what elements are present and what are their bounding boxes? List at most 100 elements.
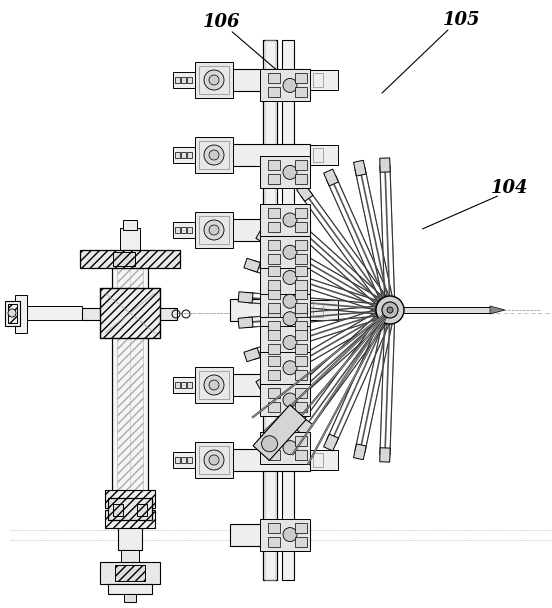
- Bar: [390, 307, 490, 313]
- Bar: [260, 326, 310, 359]
- Text: 106: 106: [203, 13, 241, 31]
- Bar: [199, 141, 229, 169]
- Bar: [268, 289, 280, 299]
- Bar: [268, 254, 280, 264]
- Circle shape: [387, 307, 393, 313]
- Bar: [268, 174, 280, 184]
- Bar: [295, 345, 307, 354]
- Text: 105: 105: [443, 11, 481, 29]
- Bar: [20, 306, 82, 320]
- Bar: [268, 266, 280, 275]
- Bar: [295, 174, 307, 184]
- Bar: [268, 74, 280, 83]
- Circle shape: [283, 528, 297, 542]
- Bar: [268, 88, 280, 97]
- Bar: [199, 371, 229, 399]
- Bar: [268, 280, 280, 289]
- Circle shape: [283, 78, 297, 92]
- Bar: [108, 584, 152, 594]
- Bar: [195, 62, 233, 98]
- Bar: [80, 250, 180, 268]
- Bar: [173, 147, 195, 163]
- Bar: [268, 161, 280, 170]
- Bar: [268, 402, 280, 412]
- Bar: [295, 402, 307, 412]
- Bar: [15, 295, 27, 333]
- Bar: [295, 254, 307, 264]
- Bar: [295, 450, 307, 460]
- Polygon shape: [353, 161, 366, 176]
- Bar: [195, 137, 233, 173]
- Bar: [263, 40, 277, 580]
- Bar: [260, 204, 310, 236]
- Circle shape: [209, 225, 219, 235]
- Bar: [173, 222, 195, 238]
- Bar: [268, 321, 280, 331]
- Bar: [268, 523, 280, 533]
- Bar: [175, 457, 180, 463]
- Bar: [195, 442, 233, 478]
- Bar: [105, 510, 155, 528]
- Bar: [268, 450, 280, 460]
- Bar: [230, 524, 310, 546]
- Bar: [181, 457, 186, 463]
- Bar: [268, 331, 280, 340]
- Circle shape: [283, 294, 297, 308]
- Polygon shape: [274, 204, 291, 221]
- Bar: [123, 220, 137, 230]
- Bar: [181, 382, 186, 388]
- Bar: [310, 450, 338, 470]
- Bar: [268, 356, 280, 366]
- Bar: [181, 227, 186, 233]
- Bar: [100, 288, 160, 338]
- Bar: [230, 69, 310, 91]
- Bar: [175, 382, 180, 388]
- Bar: [268, 303, 280, 313]
- Bar: [295, 240, 307, 250]
- Bar: [187, 382, 192, 388]
- Bar: [295, 280, 307, 289]
- Bar: [181, 152, 186, 158]
- Bar: [295, 331, 307, 340]
- Bar: [230, 374, 310, 396]
- Bar: [173, 72, 195, 88]
- Bar: [230, 299, 310, 321]
- Bar: [175, 227, 180, 233]
- Bar: [310, 70, 338, 90]
- Bar: [117, 268, 143, 500]
- Bar: [115, 565, 145, 581]
- Bar: [260, 285, 310, 317]
- Circle shape: [204, 375, 224, 395]
- Bar: [313, 148, 323, 162]
- Polygon shape: [238, 317, 253, 328]
- Circle shape: [283, 271, 297, 285]
- Bar: [181, 77, 186, 83]
- Bar: [175, 152, 180, 158]
- Bar: [268, 307, 280, 317]
- Circle shape: [209, 75, 219, 85]
- Bar: [124, 594, 136, 602]
- Text: 104: 104: [491, 179, 529, 197]
- Bar: [265, 40, 275, 580]
- Circle shape: [209, 150, 219, 160]
- Bar: [260, 519, 310, 551]
- Bar: [295, 370, 307, 380]
- Circle shape: [283, 312, 297, 326]
- Circle shape: [283, 393, 297, 407]
- Circle shape: [283, 441, 297, 455]
- Bar: [295, 208, 307, 218]
- Circle shape: [204, 450, 224, 470]
- Bar: [5, 301, 20, 326]
- Bar: [112, 268, 148, 500]
- Polygon shape: [380, 447, 390, 462]
- Polygon shape: [244, 348, 261, 362]
- Bar: [295, 74, 307, 83]
- Bar: [121, 550, 139, 562]
- Polygon shape: [256, 230, 273, 246]
- Bar: [113, 252, 135, 266]
- Bar: [195, 367, 233, 403]
- Bar: [313, 453, 323, 467]
- Bar: [230, 144, 310, 166]
- Bar: [120, 228, 140, 252]
- Bar: [268, 388, 280, 398]
